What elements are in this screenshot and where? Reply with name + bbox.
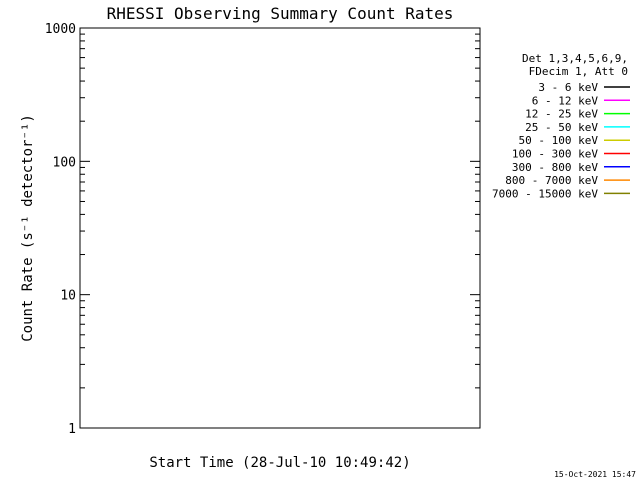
legend-label-6: 300 - 800 keV bbox=[512, 161, 598, 174]
y-tick-label-0: 1 bbox=[68, 422, 76, 437]
legend: Det 1,3,4,5,6,9,FDecim 1, Att 0 3 - 6 keV… bbox=[492, 52, 630, 200]
y-tick-label-2: 100 bbox=[53, 155, 76, 170]
legend-label-1: 6 - 12 keV bbox=[532, 94, 599, 107]
legend-header-0: Det 1,3,4,5,6,9, bbox=[522, 52, 628, 65]
y-axis: 1 10 100 1000 bbox=[45, 22, 480, 437]
legend-header-1: FDecim 1, Att 0 bbox=[529, 65, 628, 78]
y-tick-label-3: 1000 bbox=[45, 22, 76, 37]
legend-label-3: 25 - 50 keV bbox=[525, 121, 598, 134]
legend-label-5: 100 - 300 keV bbox=[512, 148, 598, 161]
y-axis-label: Count Rate (s⁻¹ detector⁻¹) bbox=[20, 114, 36, 342]
x-axis-label: Start Time (28-Jul-10 10:49:42) bbox=[149, 455, 410, 471]
footer-timestamp: 15-Oct-2021 15:47 bbox=[554, 470, 636, 479]
plot-frame bbox=[79, 27, 481, 429]
chart-title: RHESSI Observing Summary Count Rates bbox=[107, 4, 454, 23]
legend-label-4: 50 - 100 keV bbox=[519, 134, 599, 147]
legend-label-7: 800 - 7000 keV bbox=[505, 174, 598, 187]
legend-label-0: 3 - 6 keV bbox=[538, 81, 598, 94]
legend-label-8: 7000 - 15000 keV bbox=[492, 187, 598, 200]
y-tick-label-1: 10 bbox=[60, 289, 76, 304]
legend-label-2: 12 - 25 keV bbox=[525, 108, 598, 121]
